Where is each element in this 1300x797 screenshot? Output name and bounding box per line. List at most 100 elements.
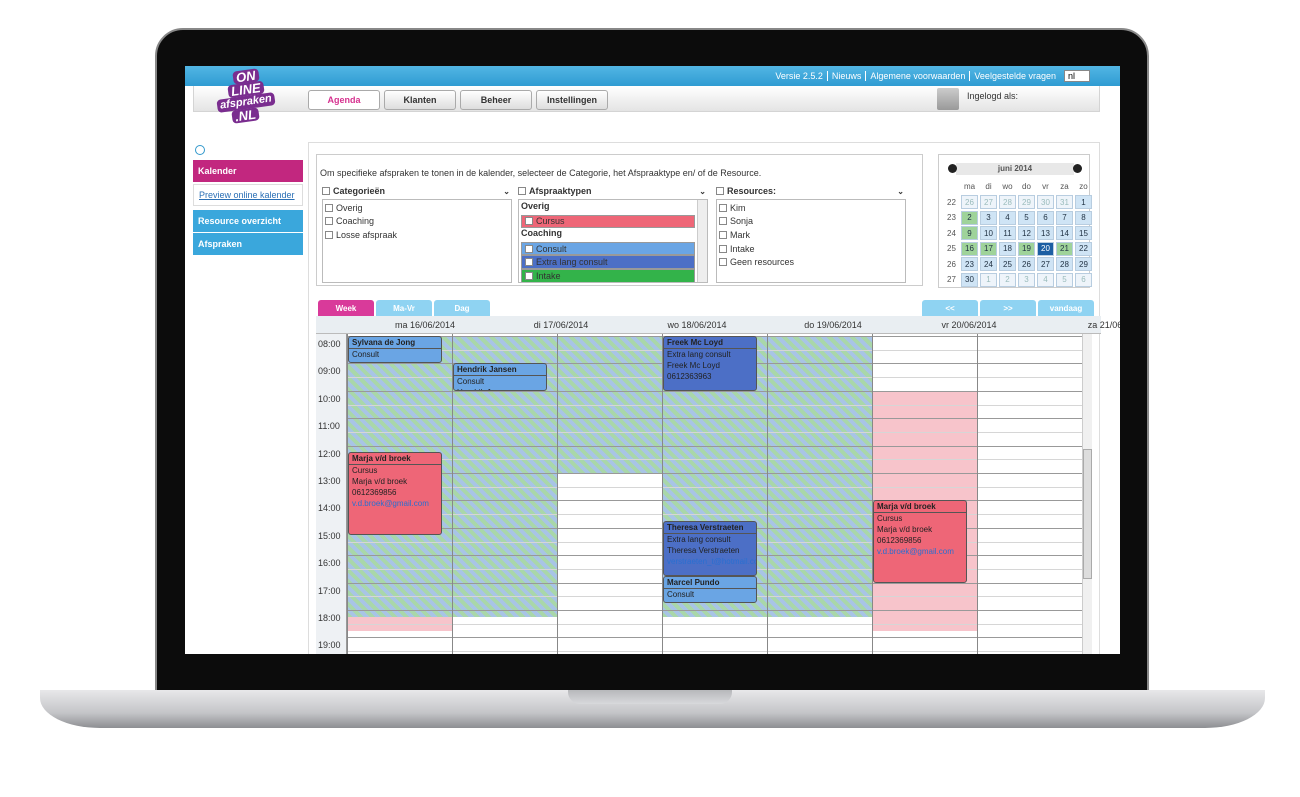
day-cell[interactable]: 27 — [1037, 257, 1054, 271]
day-cell[interactable]: 6 — [1075, 272, 1092, 287]
checkbox[interactable] — [719, 217, 727, 226]
checkbox[interactable] — [719, 244, 727, 253]
day-cell[interactable]: 20 — [1037, 241, 1054, 256]
language-select[interactable]: nl — [1063, 70, 1090, 82]
day-cell[interactable]: 5 — [1018, 210, 1035, 225]
scrollbar[interactable] — [1082, 334, 1092, 654]
day-cell[interactable]: 22 — [1075, 241, 1092, 256]
event[interactable]: Marja v/d broek Cursus Marja v/d broek 0612… — [348, 452, 442, 535]
day-cell[interactable]: 24 — [980, 257, 997, 271]
event[interactable]: Marcel PundoConsultMarcel Pundo — [663, 575, 757, 604]
checkbox[interactable] — [325, 217, 333, 226]
day-cell[interactable]: 12 — [1018, 226, 1035, 240]
checkbox[interactable] — [525, 217, 533, 226]
sidebar-item[interactable]: Afspraken — [193, 233, 303, 255]
day-cell[interactable]: 29 — [1018, 195, 1035, 209]
view-tab[interactable]: Ma-Vr — [376, 300, 432, 316]
nav-button[interactable]: >> — [980, 300, 1036, 316]
day-cell[interactable]: 7 — [1056, 210, 1073, 225]
type-option[interactable]: Consult — [521, 241, 695, 256]
day-cell[interactable]: 10 — [980, 226, 997, 240]
day-cell[interactable]: 27 — [980, 195, 997, 209]
day-cell[interactable]: 14 — [1056, 226, 1073, 240]
day-cell[interactable]: 6 — [1037, 210, 1054, 225]
day-cell[interactable]: 31 — [1056, 195, 1073, 209]
event[interactable]: Hendrik JansenConsultHendrik Jansen — [453, 363, 547, 391]
day-cell[interactable]: 4 — [999, 210, 1016, 225]
day-cell[interactable]: 23 — [961, 257, 978, 271]
day-cell[interactable]: 30 — [1037, 195, 1054, 209]
day-cell[interactable]: 28 — [1056, 257, 1073, 271]
nav-button[interactable]: vandaag — [1038, 300, 1094, 316]
filter-option[interactable]: Geen resources — [719, 255, 903, 269]
view-tab[interactable]: Week — [318, 300, 374, 316]
day-cell[interactable]: 25 — [999, 257, 1016, 271]
day-cell[interactable]: 16 — [961, 241, 978, 256]
day-cell[interactable]: 9 — [961, 226, 978, 240]
filter-option[interactable]: Losse afspraak — [325, 228, 509, 242]
nav-tab[interactable]: Agenda — [308, 90, 380, 110]
event[interactable]: Sylvana de JongConsultSylvana de Jong — [348, 336, 442, 364]
nav-tab[interactable]: Klanten — [384, 90, 456, 110]
event[interactable]: Freek Mc Loyd Extra lang consult Freek Mc … — [663, 336, 757, 391]
filter-option[interactable]: Overig — [325, 201, 509, 215]
checkbox[interactable] — [325, 203, 333, 212]
checkbox[interactable] — [325, 230, 333, 239]
type-option[interactable]: Extra lang consult — [521, 255, 695, 269]
checkbox[interactable] — [716, 187, 724, 195]
day-cell[interactable]: 11 — [999, 226, 1016, 240]
day-cell[interactable]: 1 — [980, 272, 997, 287]
day-cell[interactable]: 26 — [961, 195, 978, 209]
day-cell[interactable]: 26 — [1018, 257, 1035, 271]
day-cell[interactable]: 5 — [1056, 272, 1073, 287]
day-cell[interactable]: 13 — [1037, 226, 1054, 240]
checkbox[interactable] — [518, 187, 526, 195]
top-link[interactable]: Nieuws — [831, 71, 862, 81]
event[interactable]: Marja v/d broek Cursus Marja v/d broek 0612… — [873, 500, 967, 583]
day-cell[interactable]: 1 — [1075, 195, 1092, 209]
event[interactable]: Theresa Verstraeten Extra lang consult The… — [663, 520, 757, 576]
day-cell[interactable]: 8 — [1075, 210, 1092, 225]
top-link[interactable]: Veelgestelde vragen — [974, 71, 1056, 81]
prev-month[interactable] — [948, 164, 957, 173]
day-cell[interactable]: 15 — [1075, 226, 1092, 240]
checkbox[interactable] — [719, 258, 727, 267]
day-header: wo 18/06/2014 — [667, 320, 727, 330]
nav-tab[interactable]: Instellingen — [536, 90, 608, 110]
day-cell[interactable]: 18 — [999, 241, 1016, 256]
day-cell[interactable]: 2 — [961, 210, 978, 225]
filter-option[interactable]: Sonja — [719, 215, 903, 229]
day-cell[interactable]: 4 — [1037, 272, 1054, 287]
filter-option[interactable]: Intake — [719, 242, 903, 256]
filter-option[interactable]: Coaching — [325, 215, 509, 229]
nav-tab[interactable]: Beheer — [460, 90, 532, 110]
sidebar-item[interactable]: Kalender — [193, 160, 303, 182]
sidebar-item[interactable]: Resource overzicht — [193, 210, 303, 232]
type-option[interactable]: Cursus — [521, 214, 695, 229]
collapse-icon[interactable] — [195, 145, 205, 155]
top-link[interactable]: Algemene voorwaarden — [870, 71, 966, 81]
day-cell[interactable]: 3 — [1018, 272, 1035, 287]
nav-button[interactable]: << — [922, 300, 978, 316]
checkbox[interactable] — [525, 258, 533, 267]
next-month[interactable] — [1073, 164, 1082, 173]
checkbox[interactable] — [525, 244, 533, 253]
sidebar-item[interactable]: Preview online kalender — [193, 184, 303, 206]
day-cell[interactable]: 29 — [1075, 257, 1092, 271]
day-cell[interactable]: 17 — [980, 241, 997, 256]
checkbox[interactable] — [525, 271, 533, 280]
view-tab[interactable]: Dag — [434, 300, 490, 316]
filter-option[interactable]: Mark — [719, 228, 903, 242]
checkbox[interactable] — [322, 187, 330, 195]
day-cell[interactable]: 28 — [999, 195, 1016, 209]
day-cell[interactable]: 30 — [961, 272, 978, 287]
day-cell[interactable]: 21 — [1056, 241, 1073, 256]
list-scrollbar[interactable] — [697, 200, 707, 282]
checkbox[interactable] — [719, 230, 727, 239]
day-cell[interactable]: 3 — [980, 210, 997, 225]
filter-option[interactable]: Kim — [719, 201, 903, 215]
day-cell[interactable]: 19 — [1018, 241, 1035, 256]
day-cell[interactable]: 2 — [999, 272, 1016, 287]
checkbox[interactable] — [719, 203, 727, 212]
type-option[interactable]: Intake — [521, 268, 695, 282]
